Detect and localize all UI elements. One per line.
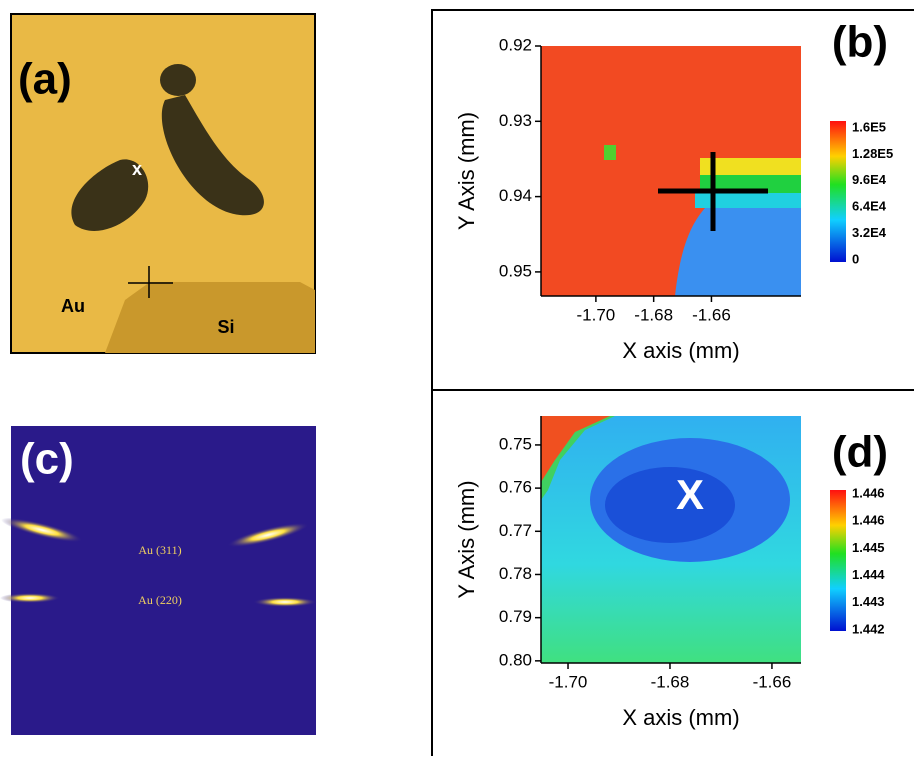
panel-label: (d) bbox=[832, 428, 888, 477]
colorbar bbox=[830, 490, 846, 631]
y-tick-label: 0.75 bbox=[499, 434, 532, 453]
colorbar-label: 1.443 bbox=[852, 594, 885, 609]
colorbar-label: 1.28E5 bbox=[852, 146, 893, 161]
diffraction-arc bbox=[253, 597, 317, 607]
figure: (a) x Au Si (c) Au (311) Au (220) bbox=[0, 0, 914, 756]
x-tick-label: -1.66 bbox=[692, 305, 731, 324]
colorbar-label: 1.446 bbox=[852, 513, 885, 528]
peak-label: Au (311) bbox=[138, 543, 181, 557]
diffraction-arc bbox=[0, 593, 60, 603]
si-region bbox=[105, 282, 315, 353]
heatmap-cell bbox=[604, 145, 616, 160]
y-tick-label: 0.78 bbox=[499, 564, 532, 583]
colorbar-label: 1.445 bbox=[852, 540, 885, 555]
colorbar-label: 9.6E4 bbox=[852, 172, 887, 187]
y-axis-title: Y Axis (mm) bbox=[454, 112, 479, 230]
panel-a: (a) x Au Si bbox=[11, 14, 315, 353]
colorbar-label: 1.6E5 bbox=[852, 119, 886, 134]
heatmap-b bbox=[541, 46, 846, 296]
x-axis-title: X axis (mm) bbox=[622, 705, 739, 730]
x-tick-label: -1.66 bbox=[753, 672, 792, 691]
y-tick-label: 0.92 bbox=[499, 35, 532, 54]
region-label: Si bbox=[217, 317, 234, 337]
peak-label: Au (220) bbox=[138, 593, 182, 607]
colorbar-label: 3.2E4 bbox=[852, 225, 887, 240]
colorbar-label: 0 bbox=[852, 251, 859, 266]
region-label: Au bbox=[61, 296, 85, 316]
x-tick-label: -1.68 bbox=[651, 672, 690, 691]
marker: x bbox=[132, 159, 142, 179]
panel-label: (a) bbox=[18, 55, 72, 104]
x-tick-label: -1.70 bbox=[577, 305, 616, 324]
y-tick-label: 0.79 bbox=[499, 607, 532, 626]
y-axis-title: Y Axis (mm) bbox=[454, 480, 479, 598]
marker: X bbox=[676, 471, 704, 518]
x-tick-label: -1.70 bbox=[549, 672, 588, 691]
y-tick-label: 0.77 bbox=[499, 521, 532, 540]
x-axis-title: X axis (mm) bbox=[622, 338, 739, 363]
heatmap-d: X bbox=[541, 416, 846, 663]
colorbar-label: 1.444 bbox=[852, 567, 885, 582]
x-tick-label: -1.68 bbox=[634, 305, 673, 324]
panel-label: (c) bbox=[20, 435, 74, 484]
panel-label: (b) bbox=[832, 18, 888, 67]
y-tick-label: 0.93 bbox=[499, 111, 532, 130]
colorbar-label: 1.442 bbox=[852, 621, 885, 636]
y-tick-label: 0.80 bbox=[499, 650, 532, 669]
colorbar bbox=[830, 121, 846, 262]
colorbar-label: 1.446 bbox=[852, 485, 885, 500]
heatmap-region bbox=[605, 467, 735, 543]
colorbar-label: 6.4E4 bbox=[852, 199, 887, 214]
y-tick-label: 0.76 bbox=[499, 478, 532, 497]
panel-c: (c) Au (311) Au (220) bbox=[0, 426, 317, 735]
y-tick-label: 0.95 bbox=[499, 261, 532, 280]
y-tick-label: 0.94 bbox=[499, 186, 532, 205]
blob bbox=[160, 64, 196, 96]
